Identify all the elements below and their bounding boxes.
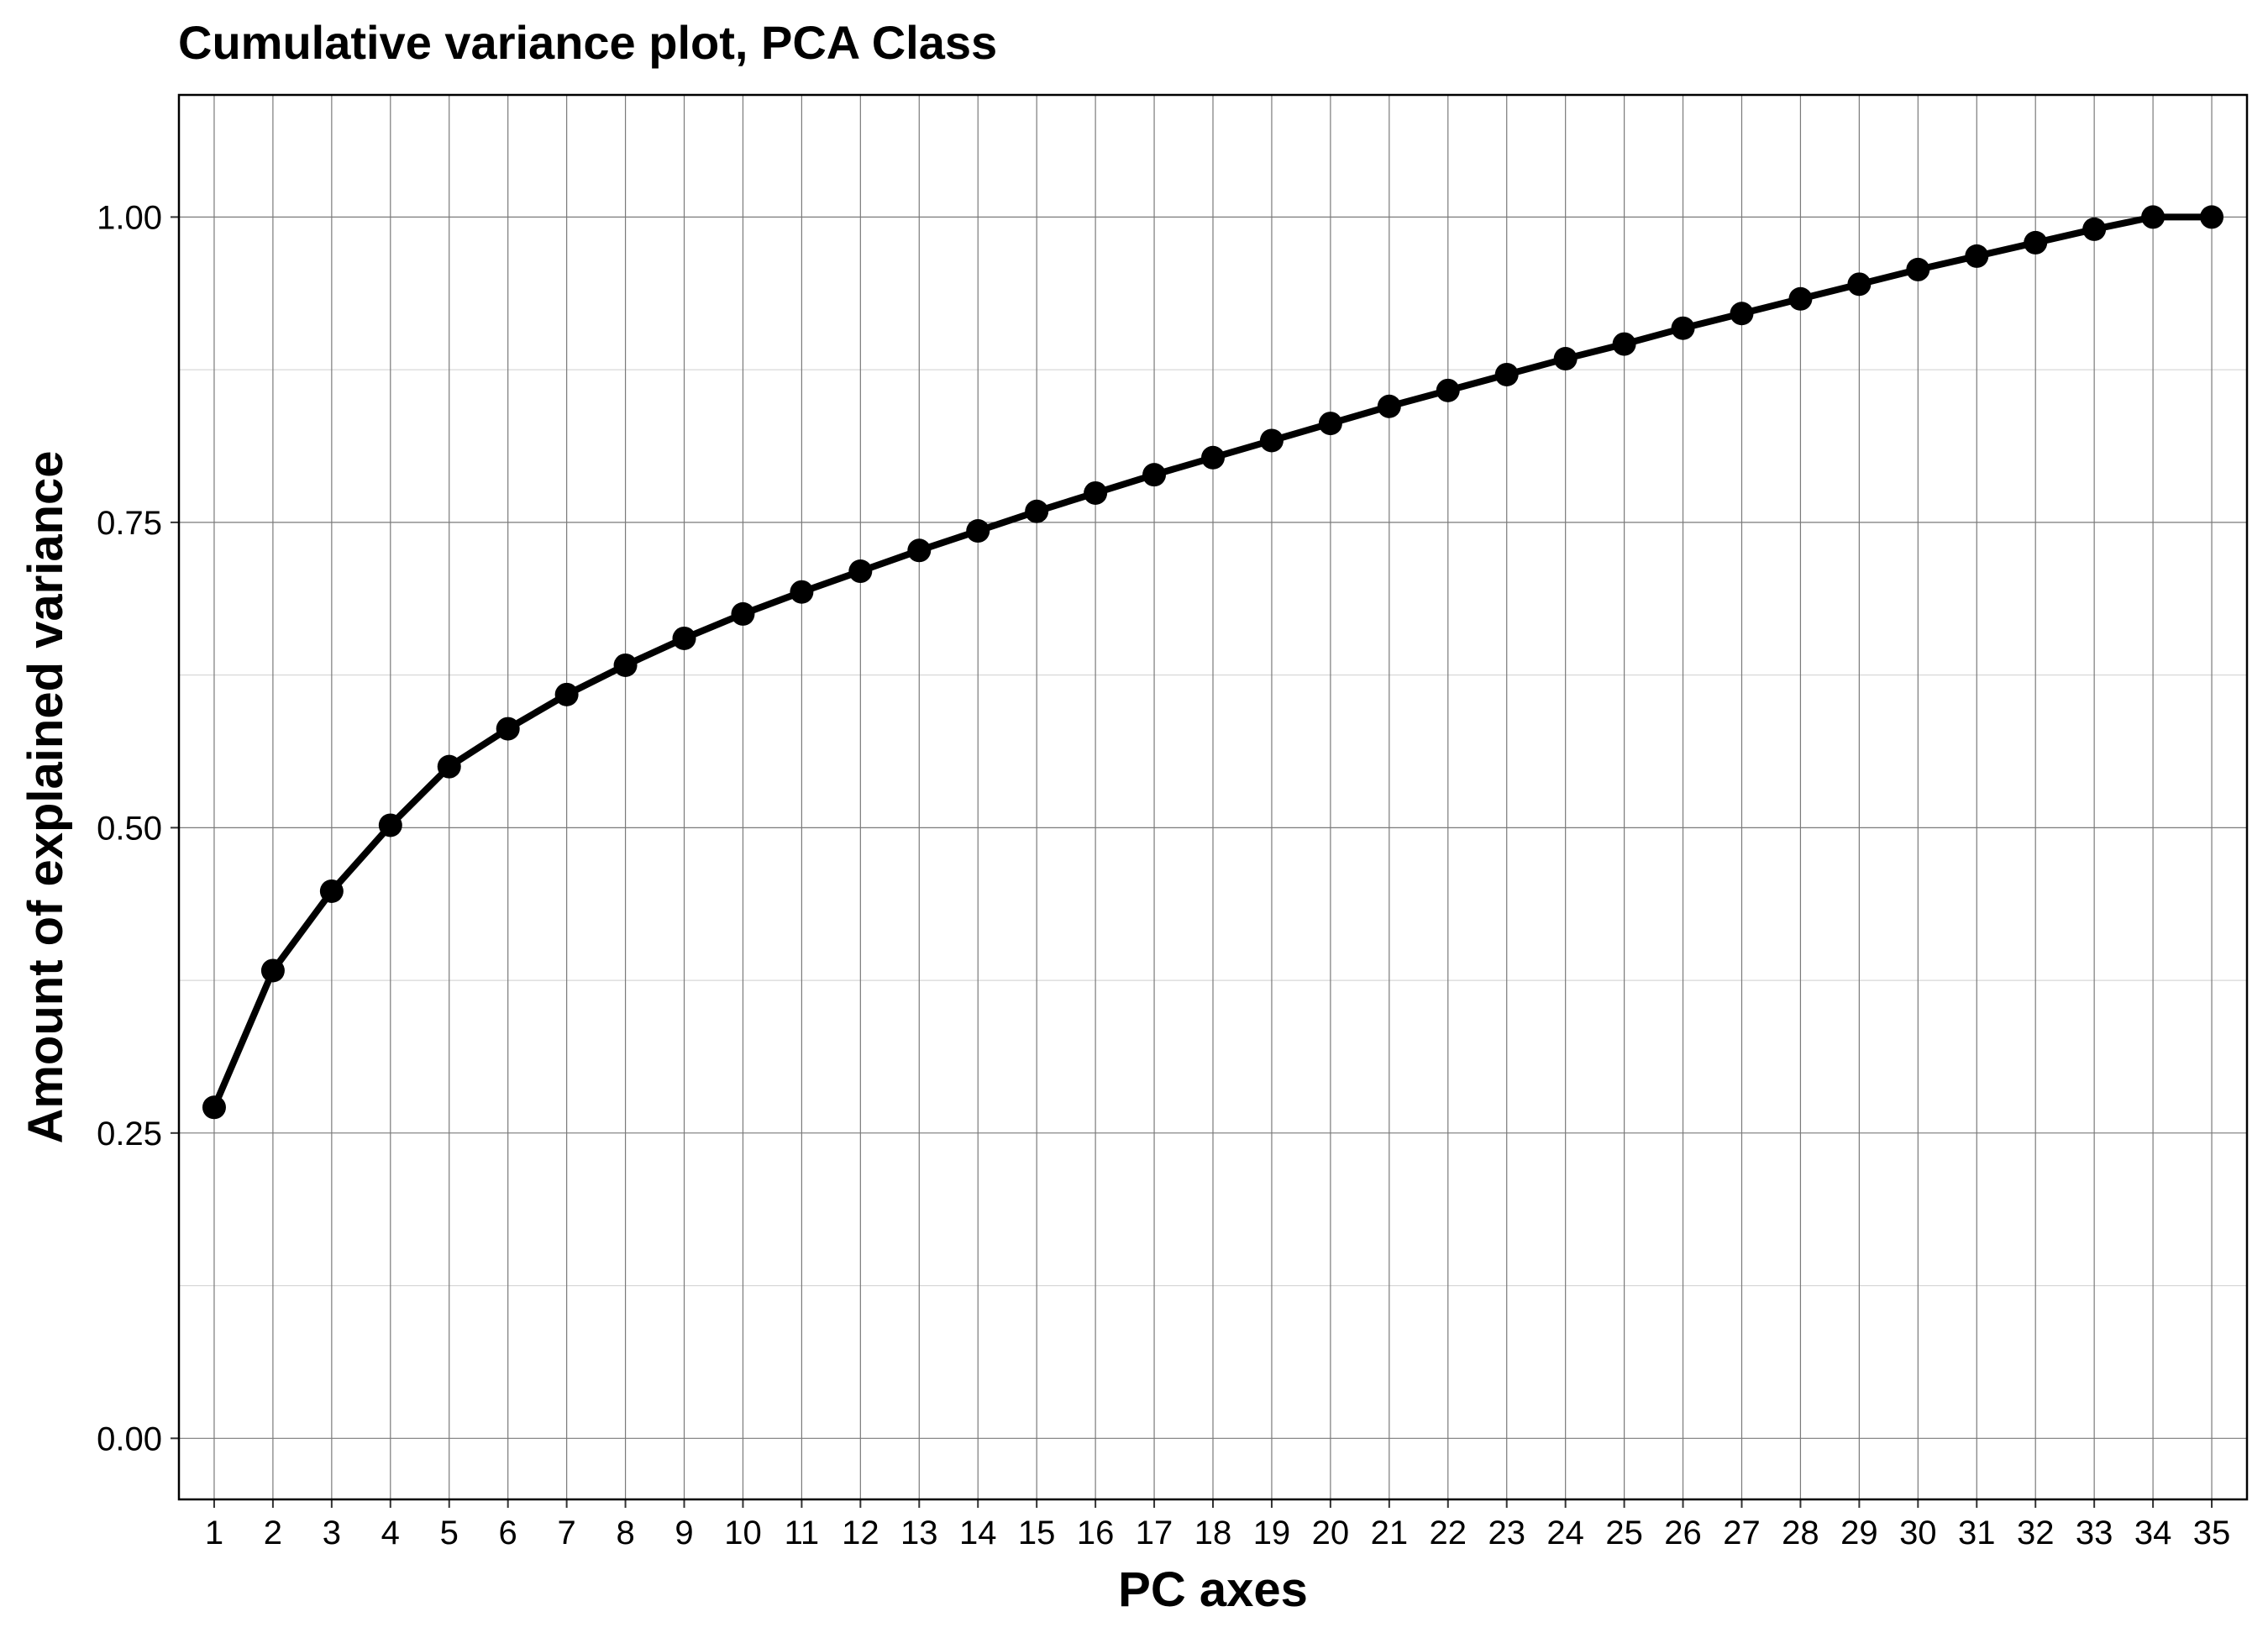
data-point [554,682,579,706]
plot-panel [177,93,2249,1501]
data-points [202,205,2224,1120]
y-axis-title: Amount of explained variance [18,450,73,1143]
x-tick-label: 17 [1136,1515,1173,1551]
data-point [1906,257,1930,281]
data-point [966,519,990,543]
chart-title: Cumulative variance plot, PCA Class [178,16,997,69]
x-tick-label: 35 [2193,1515,2231,1551]
x-tick-label: 6 [499,1515,517,1551]
y-tick-label: 0.50 [97,810,162,847]
x-tick-label: 7 [558,1515,576,1551]
x-tick-label: 9 [675,1515,693,1551]
x-tick-label: 12 [842,1515,879,1551]
x-tick-label: 4 [381,1515,400,1551]
x-tick-label: 26 [1664,1515,1702,1551]
y-tick-label: 0.00 [97,1420,162,1457]
data-point [1436,378,1460,402]
data-point [1494,362,1519,386]
data-point [848,559,873,584]
y-tick-label: 0.25 [97,1116,162,1152]
x-tick-label: 5 [440,1515,459,1551]
data-point [2082,217,2107,241]
data-point [378,813,402,837]
data-point [2200,205,2224,229]
y-axis-ticks: 0.00 0.25 0.50 0.75 1.00 [97,199,179,1457]
x-tick-label: 27 [1723,1515,1761,1551]
x-axis-title: PC axes [1118,1562,1308,1617]
x-tick-label: 2 [264,1515,282,1551]
data-point [1847,272,1872,297]
x-tick-label: 31 [1958,1515,1996,1551]
x-tick-label: 30 [1899,1515,1937,1551]
x-tick-label: 34 [2134,1515,2172,1551]
data-point [1671,316,1695,340]
x-tick-label: 13 [900,1515,938,1551]
data-point [731,601,755,626]
data-point [1612,332,1636,356]
x-tick-label: 3 [323,1515,341,1551]
x-tick-label: 28 [1782,1515,1819,1551]
y-tick-label: 1.00 [97,199,162,236]
data-point [496,717,520,741]
x-tick-label: 20 [1312,1515,1350,1551]
data-point [1084,480,1108,505]
x-tick-label: 1 [205,1515,223,1551]
data-point [1142,463,1167,487]
data-point [437,754,461,779]
data-point [319,879,344,903]
data-point [1730,302,1754,326]
x-tick-label: 25 [1605,1515,1643,1551]
x-tick-label: 29 [1840,1515,1878,1551]
x-tick-label: 24 [1546,1515,1584,1551]
x-tick-label: 22 [1430,1515,1467,1551]
x-tick-label: 8 [616,1515,634,1551]
x-tick-label: 11 [785,1515,820,1551]
grid [179,95,2247,1499]
x-tick-label: 19 [1253,1515,1291,1551]
data-point [260,958,285,983]
data-point [1318,412,1342,436]
x-tick-label: 21 [1371,1515,1409,1551]
data-point [2024,230,2048,255]
x-tick-label: 14 [959,1515,997,1551]
x-tick-label: 15 [1018,1515,1056,1551]
data-point [1259,428,1284,453]
data-point [1965,244,1989,268]
x-tick-label: 18 [1194,1515,1232,1551]
x-tick-label: 33 [2076,1515,2113,1551]
data-point [790,580,814,604]
data-point [907,538,932,563]
data-point [2141,205,2166,229]
x-axis-ticks: 1 2 3 4 5 6 7 8 9 10 11 12 13 14 15 16 17 18 19 20 21 22 23 24 2… [205,1499,2230,1551]
x-tick-label: 23 [1488,1515,1525,1551]
data-point [1377,394,1401,418]
data-point [1025,499,1049,523]
data-point [672,626,696,650]
data-point [202,1095,226,1120]
data-point [1201,445,1225,470]
x-tick-label: 16 [1077,1515,1115,1551]
data-point [1788,286,1813,311]
y-tick-label: 0.75 [97,505,162,542]
x-tick-label: 32 [2017,1515,2055,1551]
data-point [613,653,638,677]
data-point [1553,347,1578,371]
x-tick-label: 10 [724,1515,762,1551]
